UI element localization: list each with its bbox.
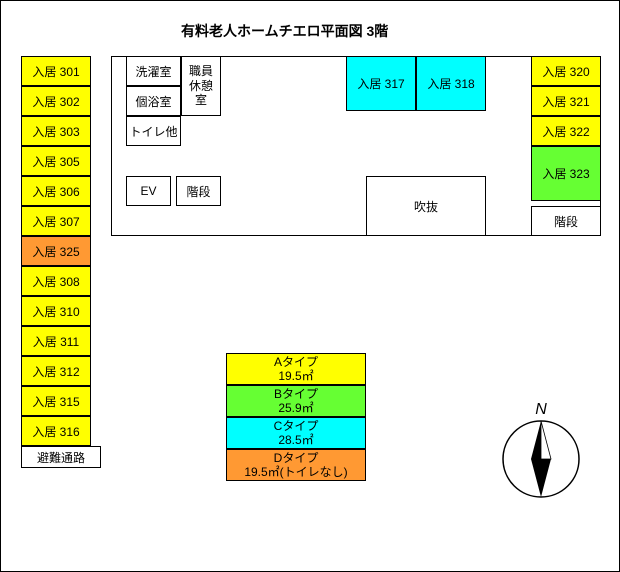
legend-Aタイプ: Aタイプ19.5㎡ <box>226 353 366 385</box>
room-トイレ他: トイレ他 <box>126 116 181 146</box>
legend-sub: 19.5㎡(トイレなし) <box>244 465 347 479</box>
room-入居307: 入居 307 <box>21 206 91 236</box>
legend-title: Cタイプ <box>274 419 319 433</box>
room-入居316: 入居 316 <box>21 416 91 446</box>
room-入居306: 入居 306 <box>21 176 91 206</box>
room-入居312: 入居 312 <box>21 356 91 386</box>
room-入居311: 入居 311 <box>21 326 91 356</box>
room-洗濯室: 洗濯室 <box>126 56 181 86</box>
room-吹抜: 吹抜 <box>366 176 486 236</box>
room-EV: EV <box>126 176 171 206</box>
room-入居301: 入居 301 <box>21 56 91 86</box>
compass-icon: N <box>501 401 581 501</box>
room-階段: 階段 <box>176 176 221 206</box>
room-入居323: 入居 323 <box>531 146 601 201</box>
legend-title: Bタイプ <box>274 387 318 401</box>
plan-title: 有料老人ホームチエロ平面図 3階 <box>181 21 388 41</box>
legend-Bタイプ: Bタイプ25.9㎡ <box>226 385 366 417</box>
legend-sub: 19.5㎡ <box>278 369 313 383</box>
room-入居318: 入居 318 <box>416 56 486 111</box>
room-階段: 階段 <box>531 206 601 236</box>
room-入居321: 入居 321 <box>531 86 601 116</box>
room-入居305: 入居 305 <box>21 146 91 176</box>
legend-Cタイプ: Cタイプ28.5㎡ <box>226 417 366 449</box>
room-入居320: 入居 320 <box>531 56 601 86</box>
legend-title: Dタイプ <box>274 451 319 465</box>
room-入居303: 入居 303 <box>21 116 91 146</box>
legend-sub: 25.9㎡ <box>278 401 313 415</box>
room-入居315: 入居 315 <box>21 386 91 416</box>
legend-title: Aタイプ <box>274 355 318 369</box>
room-職員休憩室: 職員 休憩 室 <box>181 56 221 116</box>
room-入居310: 入居 310 <box>21 296 91 326</box>
floor-plan: 有料老人ホームチエロ平面図 3階 入居 301入居 302入居 303入居 30… <box>0 0 620 572</box>
room-入居325: 入居 325 <box>21 236 91 266</box>
compass-svg <box>501 419 581 499</box>
room-入居322: 入居 322 <box>531 116 601 146</box>
compass-n-label: N <box>501 401 581 419</box>
room-個浴室: 個浴室 <box>126 86 181 116</box>
room-入居302: 入居 302 <box>21 86 91 116</box>
legend-Dタイプ: Dタイプ19.5㎡(トイレなし) <box>226 449 366 481</box>
room-入居308: 入居 308 <box>21 266 91 296</box>
room-入居317: 入居 317 <box>346 56 416 111</box>
legend-sub: 28.5㎡ <box>278 433 313 447</box>
room-避難通路: 避難通路 <box>21 446 101 468</box>
